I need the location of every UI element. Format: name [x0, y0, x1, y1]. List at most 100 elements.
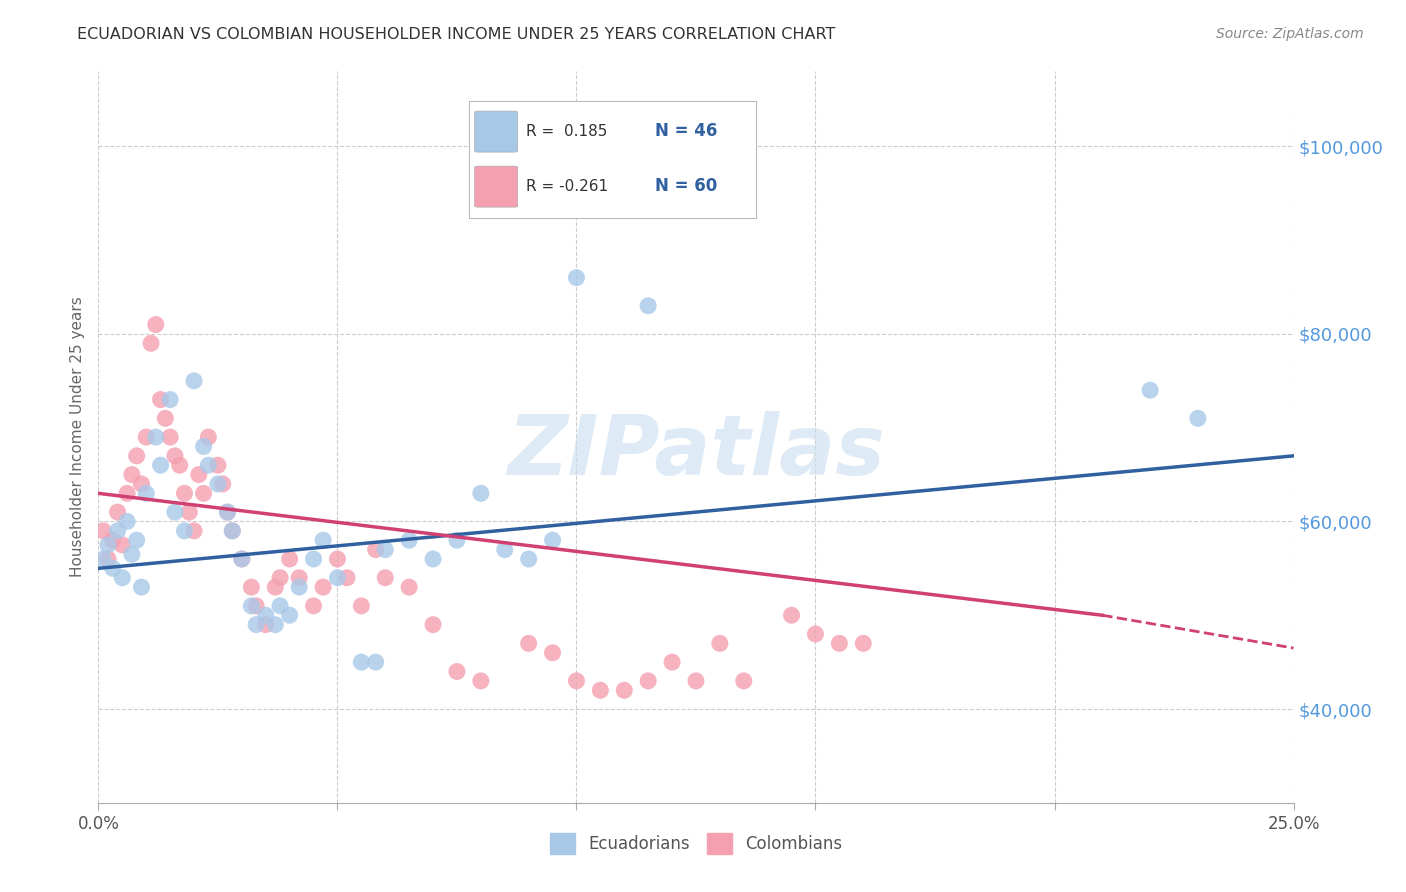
Point	[91, 524, 114, 538]
Point	[269, 599, 291, 613]
Point	[193, 440, 215, 454]
Point	[131, 580, 153, 594]
Point	[541, 533, 564, 548]
Point	[131, 477, 153, 491]
Point	[364, 542, 387, 557]
Y-axis label: Householder Income Under 25 years: Householder Income Under 25 years	[69, 297, 84, 577]
Point	[169, 458, 191, 473]
Point	[326, 552, 349, 566]
Point	[115, 515, 138, 529]
Point	[107, 505, 129, 519]
Point	[207, 458, 229, 473]
Text: ECUADORIAN VS COLOMBIAN HOUSEHOLDER INCOME UNDER 25 YEARS CORRELATION CHART: ECUADORIAN VS COLOMBIAN HOUSEHOLDER INCO…	[77, 27, 835, 42]
Point	[179, 505, 201, 519]
Point	[278, 608, 301, 623]
Point	[115, 486, 138, 500]
Text: Source: ZipAtlas.com: Source: ZipAtlas.com	[1216, 27, 1364, 41]
Point	[111, 571, 134, 585]
Point	[288, 571, 311, 585]
Point	[637, 299, 659, 313]
Point	[221, 524, 243, 538]
Point	[613, 683, 636, 698]
Point	[163, 449, 186, 463]
Point	[269, 571, 291, 585]
Point	[637, 673, 659, 688]
Point	[217, 505, 239, 519]
Point	[780, 608, 803, 623]
Point	[197, 458, 219, 473]
Legend: Ecuadorians, Colombians: Ecuadorians, Colombians	[543, 827, 849, 860]
Point	[221, 524, 243, 538]
Point	[207, 477, 229, 491]
Point	[264, 580, 287, 594]
Point	[565, 673, 588, 688]
Point	[312, 533, 335, 548]
Point	[240, 599, 263, 613]
Point	[422, 617, 444, 632]
Point	[197, 430, 219, 444]
Point	[240, 580, 263, 594]
Point	[302, 552, 325, 566]
Point	[149, 458, 172, 473]
Point	[278, 552, 301, 566]
Point	[135, 430, 157, 444]
Point	[187, 467, 209, 482]
Point	[101, 533, 124, 548]
Point	[1187, 411, 1209, 425]
Point	[183, 374, 205, 388]
Point	[541, 646, 564, 660]
Point	[254, 608, 277, 623]
Point	[446, 533, 468, 548]
Point	[101, 561, 124, 575]
Point	[107, 524, 129, 538]
Point	[494, 542, 516, 557]
Point	[517, 636, 540, 650]
Point	[264, 617, 287, 632]
Point	[336, 571, 359, 585]
Point	[111, 538, 134, 552]
Point	[245, 617, 267, 632]
Point	[139, 336, 162, 351]
Point	[173, 486, 195, 500]
Point	[125, 449, 148, 463]
Point	[350, 599, 373, 613]
Point	[211, 477, 233, 491]
Point	[1139, 383, 1161, 397]
Point	[183, 524, 205, 538]
Point	[828, 636, 851, 650]
Point	[135, 486, 157, 500]
Point	[121, 467, 143, 482]
Point	[217, 505, 239, 519]
Point	[685, 673, 707, 688]
Point	[193, 486, 215, 500]
Point	[517, 552, 540, 566]
Point	[326, 571, 349, 585]
Point	[374, 571, 396, 585]
Point	[302, 599, 325, 613]
Point	[159, 430, 181, 444]
Point	[852, 636, 875, 650]
Point	[398, 533, 420, 548]
Point	[149, 392, 172, 407]
Point	[231, 552, 253, 566]
Point	[470, 486, 492, 500]
Point	[398, 580, 420, 594]
Point	[364, 655, 387, 669]
Point	[709, 636, 731, 650]
Point	[91, 552, 114, 566]
Point	[163, 505, 186, 519]
Point	[733, 673, 755, 688]
Point	[173, 524, 195, 538]
Text: ZIPatlas: ZIPatlas	[508, 411, 884, 492]
Point	[245, 599, 267, 613]
Point	[155, 411, 177, 425]
Point	[470, 673, 492, 688]
Point	[97, 552, 120, 566]
Point	[312, 580, 335, 594]
Point	[121, 547, 143, 561]
Point	[231, 552, 253, 566]
Point	[374, 542, 396, 557]
Point	[125, 533, 148, 548]
Point	[804, 627, 827, 641]
Point	[145, 318, 167, 332]
